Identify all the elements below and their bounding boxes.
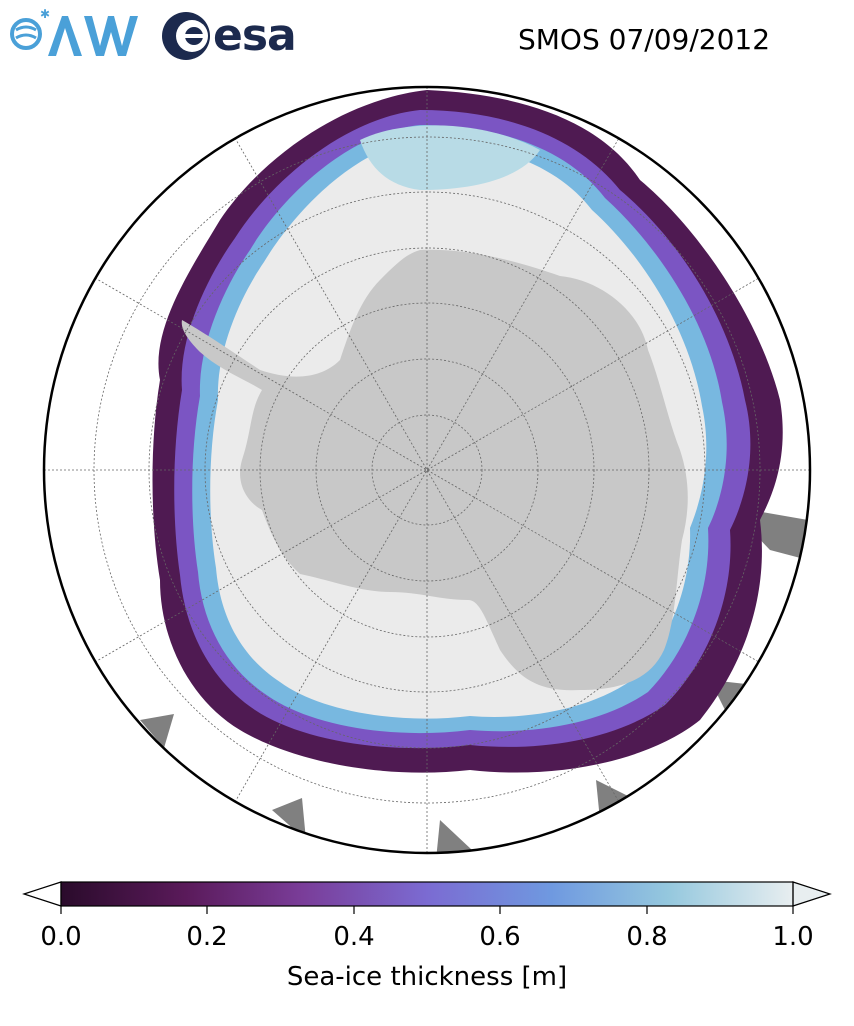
colorbar-tick-label: 0.6 (479, 922, 521, 952)
colorbar-extend-max (792, 881, 832, 907)
map-title: SMOS 07/09/2012 (518, 23, 771, 56)
colorbar-tick-label: 0.4 (333, 922, 375, 952)
colorbar-gradient (61, 882, 793, 906)
weddell-thin-ice (360, 125, 540, 190)
colorbar-extend-min (22, 881, 62, 907)
esa-logo-text: esa (213, 10, 297, 61)
esa-logo (162, 12, 210, 60)
colorbar-ticks (60, 906, 794, 914)
antarctica-land (181, 249, 688, 691)
colorbar (22, 881, 832, 914)
colorbar-tick-label: 0.0 (40, 922, 82, 952)
svg-text:✱: ✱ (40, 7, 50, 21)
colorbar-tick-label: 0.2 (186, 922, 228, 952)
header: ✱ esa SMOS 07/09/2012 (0, 0, 854, 80)
polar-map (42, 85, 812, 855)
awi-logo: ✱ (10, 7, 138, 56)
colorbar-label: Sea-ice thickness [m] (286, 962, 568, 992)
colorbar-tick-label: 0.8 (626, 922, 668, 952)
colorbar-tick-label: 1.0 (772, 922, 814, 952)
map-boundary (42, 85, 812, 855)
graticule (44, 87, 810, 853)
